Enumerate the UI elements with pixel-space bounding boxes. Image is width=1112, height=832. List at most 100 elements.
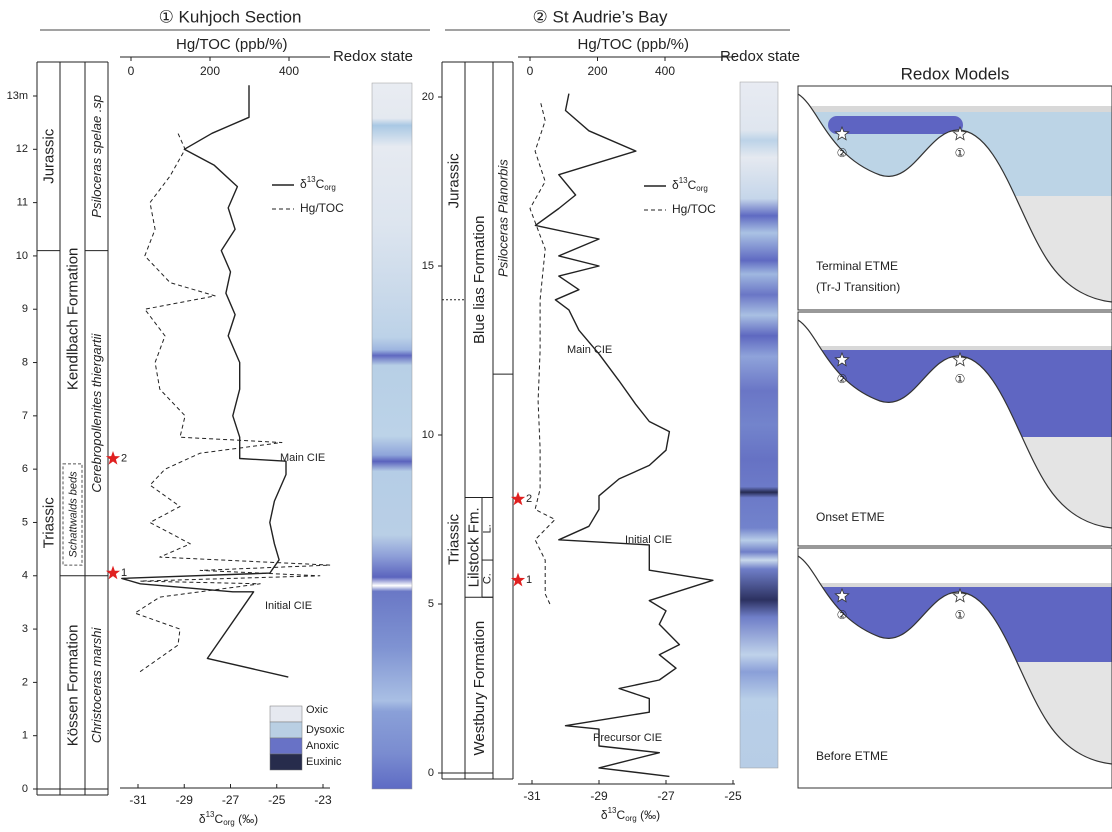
system-label: Jurassic xyxy=(445,153,462,209)
legend-swatch xyxy=(269,753,303,771)
model-body xyxy=(798,319,1112,546)
redox-label: Redox state xyxy=(720,48,800,65)
hg-axis-label: Hg/TOC (ppb/%) xyxy=(176,36,287,53)
annotation: Initial CIE xyxy=(625,534,672,546)
subscript: org xyxy=(324,183,336,192)
subscript: org xyxy=(625,814,637,823)
star-label: 2 xyxy=(121,452,127,464)
d13c-tick-label: -27 xyxy=(657,789,675,803)
water-layer xyxy=(798,583,1112,587)
model-label: Terminal ETME xyxy=(816,259,898,273)
zone-label: Cerebropollenites thiergartii xyxy=(89,333,104,493)
superscript: 13 xyxy=(307,175,316,184)
d13c-tick-label: -27 xyxy=(222,793,240,807)
annotation: Initial CIE xyxy=(265,600,312,612)
annotation: Main CIE xyxy=(567,344,612,356)
depth-tick-label: 8 xyxy=(22,356,28,368)
site-mark: ② xyxy=(837,608,848,622)
seafloor-line xyxy=(798,93,1112,303)
hg-toc-curve xyxy=(134,133,331,673)
legend-label: Oxic xyxy=(306,704,329,716)
d13c-axis-label: δ13Corg (‰) xyxy=(601,806,660,823)
d13c-tick-label: -29 xyxy=(176,793,194,807)
d13c-tick-label: -25 xyxy=(268,793,286,807)
models-title: Redox Models xyxy=(901,64,1010,83)
panel-frame xyxy=(797,547,1112,789)
depth-tick-label: 3 xyxy=(22,623,28,635)
legend-label: δ13Corg xyxy=(672,176,708,193)
depth-tick-label: 4 xyxy=(22,570,28,582)
annotation: Precursor CIE xyxy=(593,732,662,744)
depth-tick-label: 2 xyxy=(22,676,28,688)
model-label: (Tr-J Transition) xyxy=(816,280,900,294)
site-mark: ② xyxy=(837,372,848,386)
d13c-tick-label: -23 xyxy=(314,793,332,807)
water-layer xyxy=(798,346,1112,350)
model-label: Onset ETME xyxy=(816,510,885,524)
site-star xyxy=(834,125,850,141)
symbol: δ xyxy=(199,812,206,826)
model-body xyxy=(798,555,1112,788)
legend-label: Hg/TOC xyxy=(672,202,716,216)
legend-label: Dysoxic xyxy=(306,724,345,736)
star-label: 2 xyxy=(526,493,532,505)
site-star xyxy=(952,351,968,367)
d13c-tick-label: -29 xyxy=(590,789,608,803)
formation-label: Lilstock Fm. xyxy=(465,507,482,587)
subscript: org xyxy=(696,184,708,193)
d13c-tick-label: -31 xyxy=(129,793,147,807)
d13c-tick-label: -31 xyxy=(523,789,541,803)
seafloor xyxy=(798,320,1112,546)
hg-tick-label: 0 xyxy=(527,64,534,78)
symbol: δ xyxy=(300,177,307,191)
hg-tick-label: 200 xyxy=(200,64,220,78)
star-label: 1 xyxy=(526,574,532,586)
depth-tick-label: 6 xyxy=(22,463,28,475)
panel-frame xyxy=(797,85,1112,311)
site-mark: ① xyxy=(955,146,966,160)
site-star xyxy=(952,125,968,141)
site-star xyxy=(834,587,850,603)
symbol: δ xyxy=(601,808,608,822)
hg-toc-curve xyxy=(529,100,556,605)
d13c-tick-label: -25 xyxy=(724,789,742,803)
legend-label: δ13Corg xyxy=(300,175,336,192)
anoxic-lens xyxy=(828,116,963,134)
element: C xyxy=(617,808,626,822)
depth-tick-label: 15 xyxy=(422,260,434,272)
d13c-curve xyxy=(534,93,714,778)
seafloor xyxy=(798,94,1112,310)
model-panel: ② ① Terminal ETME (Tr-J Transition) xyxy=(797,85,1112,311)
model-body xyxy=(798,93,1112,310)
legend-label: Anoxic xyxy=(306,740,340,752)
zone-label: Psiloceras Planorbis xyxy=(495,159,510,277)
element: C xyxy=(215,812,224,826)
zone-label: Psiloceras spelae .sp xyxy=(89,95,104,218)
site-star xyxy=(952,587,968,603)
hg-tick-label: 400 xyxy=(655,64,675,78)
legend-label: Hg/TOC xyxy=(300,201,344,215)
site-star xyxy=(834,351,850,367)
subscript: org xyxy=(223,818,235,827)
sample-star xyxy=(510,491,526,506)
depth-tick-label: 10 xyxy=(16,250,28,262)
superscript: 13 xyxy=(206,810,215,819)
depth-tick-label: 5 xyxy=(428,598,434,610)
formation-label: Kendlbach Formation xyxy=(64,248,81,391)
section-title: ① Kuhjoch Section xyxy=(159,7,302,26)
hg-tick-label: 400 xyxy=(279,64,299,78)
depth-tick-label: 0 xyxy=(22,783,28,795)
redox-label: Redox state xyxy=(333,48,413,65)
depth-tick-label: 11 xyxy=(17,197,28,209)
site-mark: ② xyxy=(837,146,848,160)
d13c-curve xyxy=(121,85,289,678)
site-mark: ① xyxy=(955,372,966,386)
seafloor-line xyxy=(798,319,1112,529)
unit: (‰) xyxy=(637,808,660,822)
sample-star xyxy=(105,565,121,580)
redox-column xyxy=(371,82,413,790)
symbol: δ xyxy=(672,178,679,192)
formation-label: Westbury Formation xyxy=(471,621,488,756)
seafloor-line xyxy=(798,555,1112,765)
